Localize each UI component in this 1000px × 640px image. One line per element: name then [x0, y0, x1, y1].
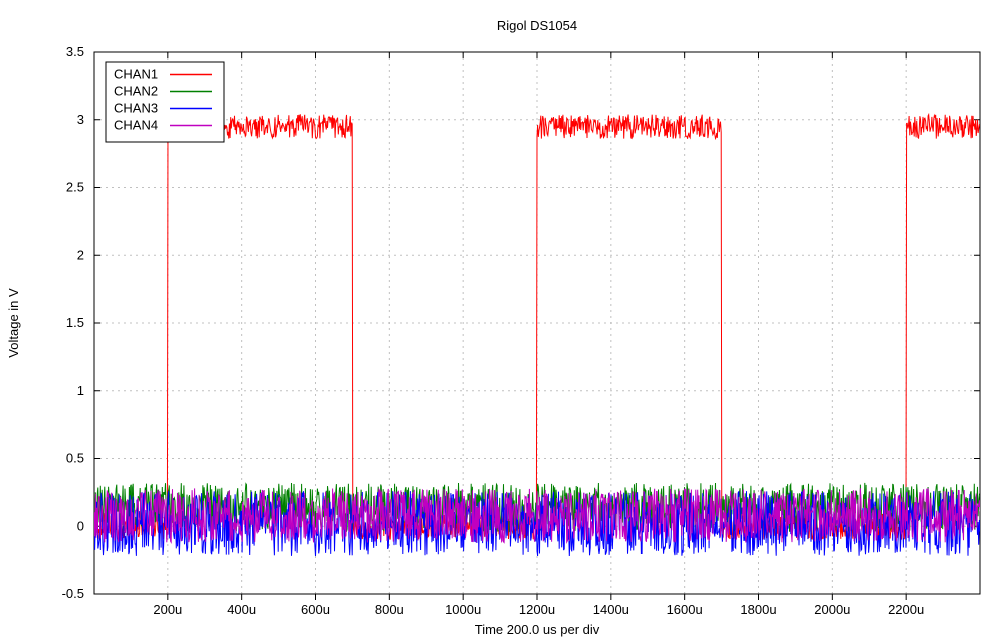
legend: CHAN1 CHAN2 CHAN3 CHAN4	[106, 62, 224, 142]
x-tick-label: 1600u	[667, 602, 703, 617]
y-tick-label: 2	[77, 247, 84, 262]
legend-label: CHAN2	[114, 84, 158, 99]
x-tick-label: 400u	[227, 602, 256, 617]
x-tick-label: 600u	[301, 602, 330, 617]
series-group	[94, 114, 980, 556]
x-tick-label: 800u	[375, 602, 404, 617]
chart-title: Rigol DS1054	[497, 18, 577, 33]
legend-label: CHAN1	[114, 67, 158, 82]
y-tick-label: 0	[77, 518, 84, 533]
x-tick-label: 200u	[153, 602, 182, 617]
plot-area	[94, 114, 980, 556]
legend-label: CHAN3	[114, 101, 158, 116]
y-tick-label: 3.5	[66, 44, 84, 59]
y-tick-label: -0.5	[62, 586, 84, 601]
x-tick-label: 2000u	[814, 602, 850, 617]
x-axis-label: Time 200.0 us per div	[475, 622, 600, 637]
x-tick-label: 1000u	[445, 602, 481, 617]
legend-label: CHAN4	[114, 118, 158, 133]
x-tick-label: 1800u	[740, 602, 776, 617]
y-axis-label: Voltage in V	[6, 288, 21, 358]
y-tick-label: 2.5	[66, 180, 84, 195]
x-tick-label: 2200u	[888, 602, 924, 617]
y-tick-label: 3	[77, 112, 84, 127]
x-tick-label: 1200u	[519, 602, 555, 617]
y-tick-label: 1	[77, 383, 84, 398]
y-tick-label: 0.5	[66, 451, 84, 466]
y-tick-label: 1.5	[66, 315, 84, 330]
oscilloscope-chart: Rigol DS1054 Time 200.0 us per div Volta…	[0, 0, 1000, 640]
chart-svg: Rigol DS1054 Time 200.0 us per div Volta…	[0, 0, 1000, 640]
x-tick-label: 1400u	[593, 602, 629, 617]
